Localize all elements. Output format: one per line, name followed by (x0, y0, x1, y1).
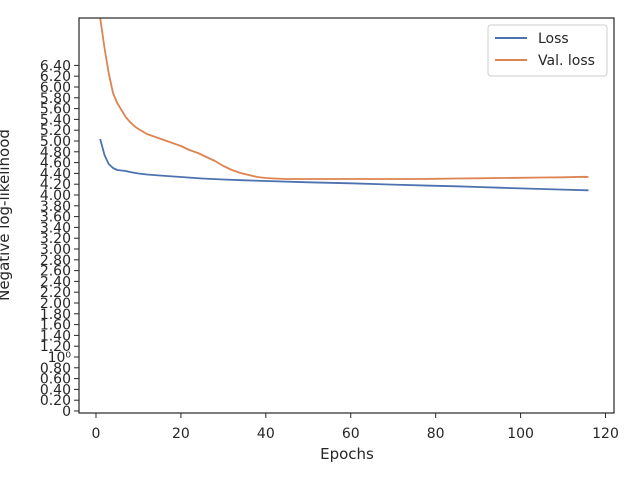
y-tick-label: 3.80 (40, 199, 71, 215)
y-axis-title: Negative log-likelihood (0, 129, 13, 301)
y-tick-label: 2.80 (40, 253, 71, 269)
y-tick-label: 10⁰ (48, 350, 72, 366)
y-tick-label: 3.40 (40, 220, 71, 236)
x-tick-label: 120 (592, 426, 619, 442)
y-tick-label: 5.00 (40, 134, 71, 150)
x-tick-label: 100 (507, 426, 534, 442)
y-tick-label: 4.20 (40, 177, 71, 193)
y-tick-label: 2.20 (40, 285, 71, 301)
y-tick-label: 6.00 (40, 80, 71, 96)
y-tick-label: 0 (62, 404, 71, 420)
y-tick-label: 1.80 (40, 307, 71, 323)
y-tick-label: 5.80 (40, 91, 71, 107)
y-tick-label: 3.20 (40, 231, 71, 247)
y-tick-label: 6.20 (40, 69, 71, 85)
y-tick-label: 3.00 (40, 242, 71, 258)
y-tick-label: 1.40 (40, 328, 71, 344)
series-layer (99, 17, 589, 192)
y-tick-label: 2.00 (40, 296, 71, 312)
y-tick-label: 1.60 (40, 318, 71, 334)
y-tick-label: 0.60 (40, 372, 71, 388)
x-tick-label: 60 (342, 426, 360, 442)
y-tick-label: 6.40 (40, 58, 71, 74)
y-tick-label: 2.60 (40, 264, 71, 280)
plot-frame (78, 17, 615, 414)
x-axis-ticks: 0 20 40 60 80 100 120 (92, 413, 619, 442)
legend: Loss Val. loss (487, 24, 608, 77)
y-tick-label: 0.80 (40, 361, 71, 377)
y-tick-label: 4.60 (40, 156, 71, 172)
legend-label-loss: Loss (538, 31, 569, 47)
y-tick-label: 4.80 (40, 145, 71, 161)
legend-label-val-loss: Val. loss (538, 53, 595, 69)
y-tick-label: 5.40 (40, 112, 71, 128)
y-tick-label: 4.00 (40, 188, 71, 204)
series-line-val-loss (99, 17, 589, 180)
y-tick-label: 0.40 (40, 382, 71, 398)
y-tick-label: 5.20 (40, 123, 71, 139)
y-tick-label: 2.40 (40, 274, 71, 290)
x-tick-label: 0 (92, 426, 101, 442)
y-tick-label: 1.20 (40, 339, 71, 355)
series-line-loss (99, 138, 589, 192)
y-tick-label: 4.40 (40, 166, 71, 182)
x-tick-label: 20 (172, 426, 190, 442)
y-tick-label: 3.60 (40, 210, 71, 226)
x-tick-label: 40 (257, 426, 275, 442)
y-tick-label: 5.60 (40, 102, 71, 118)
x-tick-label: 80 (427, 426, 445, 442)
x-axis-title: Epochs (320, 445, 374, 463)
y-tick-label: 0.20 (40, 393, 71, 409)
y-axis-ticks: 00.200.400.600.8010⁰1.201.401.601.802.00… (40, 58, 79, 420)
